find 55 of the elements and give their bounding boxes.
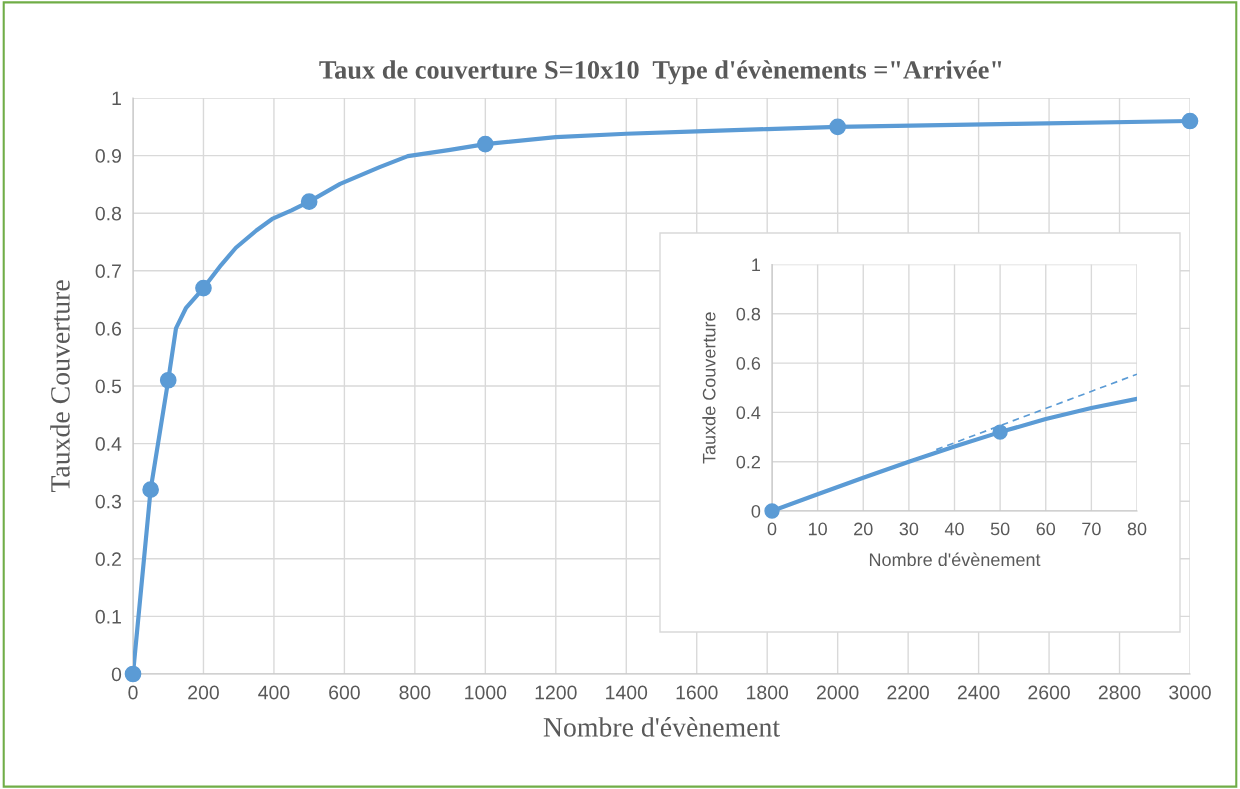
x-tick-label: 600: [329, 685, 360, 700]
point: [124, 665, 142, 683]
y-tick-label: 1: [112, 91, 121, 106]
x-tick-label: 2600: [1028, 685, 1070, 700]
point: [1181, 112, 1199, 130]
x-tick-label: 1000: [465, 685, 507, 700]
x-tick-label: 400: [258, 685, 290, 700]
y-tick-label: 0.7: [95, 264, 121, 279]
y-axis-title: Tauxde Couverture: [702, 312, 716, 464]
point: [195, 279, 212, 297]
x-tick-label: 30: [899, 522, 919, 536]
y-tick-label: 0.8: [95, 206, 122, 221]
x-tick-label: 2800: [1098, 685, 1141, 700]
x-tick-label: 1400: [606, 685, 648, 700]
y-tick-label: 0.6: [95, 321, 122, 336]
x-tick-label: 200: [188, 685, 219, 700]
x-tick-label: 2200: [887, 685, 929, 700]
point: [476, 135, 494, 153]
y-tick-label: 0.4: [736, 406, 761, 420]
y-tick-label: 0: [111, 667, 122, 682]
x-tick-label: 2000: [817, 685, 859, 700]
x-tick-label: 800: [399, 685, 431, 700]
x-tick-label: 0: [767, 522, 777, 536]
x-tick-label: 1800: [747, 685, 789, 700]
x-tick-label: 20: [854, 522, 873, 536]
y-tick-label: 0.8: [736, 307, 761, 321]
y-axis-title: Tauxde Couverture: [50, 280, 70, 493]
x-axis-title: Nombre d'évènement: [869, 552, 1041, 567]
x-tick-label: 70: [1082, 522, 1101, 536]
x-tick-label: 0: [128, 685, 138, 700]
x-tick-label: 40: [944, 522, 964, 536]
y-tick-label: 0.2: [95, 552, 121, 567]
x-axis-title: Nombre d'évènement: [543, 717, 780, 737]
y-tick-label: 0.5: [95, 379, 122, 394]
x-tick-label: 2400: [957, 685, 1000, 700]
x-tick-label: 60: [1036, 522, 1056, 536]
y-tick-label: 0.6: [736, 357, 761, 370]
point: [300, 193, 318, 211]
x-tick-label: 80: [1127, 522, 1147, 536]
point: [829, 118, 847, 136]
point: [142, 481, 159, 499]
x-tick-label: 3000: [1169, 685, 1211, 700]
y-tick-label: 1: [752, 258, 761, 272]
y-tick-label: 0.2: [736, 455, 760, 469]
x-tick-label: 1200: [535, 685, 577, 700]
chart-title: Taux de couverture S=10x10 Type d'évènements ="Arrivée": [319, 60, 1002, 85]
x-tick-label: 50: [990, 522, 1010, 536]
point: [159, 371, 177, 389]
y-tick-label: 0.1: [95, 609, 121, 624]
y-tick-label: 0.9: [95, 149, 121, 163]
y-tick-label: 0.3: [95, 494, 122, 509]
x-tick-label: 1600: [676, 685, 718, 700]
y-tick-label: 0.4: [95, 437, 122, 451]
y-tick-label: 0: [751, 504, 761, 518]
x-tick-label: 10: [808, 522, 827, 536]
